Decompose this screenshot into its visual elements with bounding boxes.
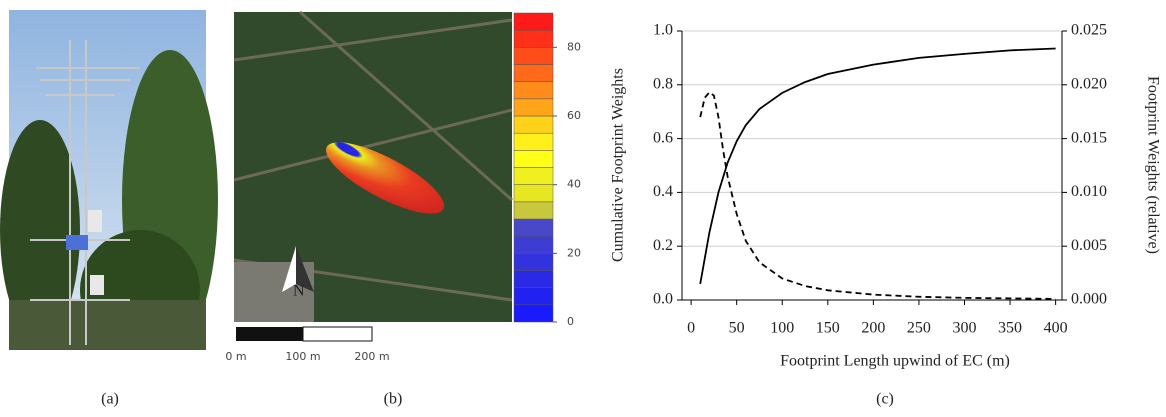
line bbox=[699, 47, 1056, 285]
colorbar-band bbox=[513, 47, 554, 65]
colorbar-band bbox=[513, 29, 554, 48]
y-tick-label: 0.4 bbox=[653, 183, 673, 200]
colorbar-band bbox=[513, 64, 554, 82]
colorbar-band bbox=[513, 132, 554, 151]
y2-tick-label: 0.005 bbox=[1071, 237, 1107, 254]
x-tick-label: 250 bbox=[907, 320, 931, 337]
dashed-line bbox=[699, 91, 1056, 300]
colorbar-tick-label: 80 bbox=[567, 40, 581, 53]
y-tick-label: 0.6 bbox=[653, 129, 673, 146]
colorbar-band bbox=[513, 304, 554, 323]
panel-label: (b) bbox=[384, 391, 403, 408]
compass-label: N bbox=[293, 283, 305, 300]
y2-tick-label: 0.020 bbox=[1071, 75, 1107, 92]
colorbar-tick-label: 0 bbox=[567, 315, 574, 328]
x-tick-label: 50 bbox=[729, 320, 745, 337]
panel-label: (c) bbox=[876, 391, 894, 408]
colorbar-band bbox=[513, 287, 554, 306]
x-tick-label: 300 bbox=[952, 320, 976, 337]
colorbar-band bbox=[513, 270, 554, 288]
y2-tick-label: 0.025 bbox=[1071, 22, 1107, 39]
colorbar-band bbox=[513, 167, 554, 185]
y-tick-label: 1.0 bbox=[653, 22, 673, 39]
colorbar-band bbox=[513, 98, 554, 117]
x-tick-label: 100 bbox=[770, 320, 794, 337]
y-tick-label: 0.8 bbox=[653, 75, 673, 92]
y2-axis-label: Footprint Weights (relative) bbox=[1144, 76, 1161, 254]
y-tick-label: 0.0 bbox=[653, 291, 673, 308]
y2-tick-label: 0.010 bbox=[1071, 183, 1107, 200]
colorbar-band bbox=[513, 218, 554, 237]
colorbar-band bbox=[513, 81, 554, 100]
x-tick-label: 350 bbox=[998, 320, 1022, 337]
colorbar-band bbox=[513, 184, 554, 203]
y-tick-label: 0.2 bbox=[653, 237, 673, 254]
panel-label: (a) bbox=[101, 391, 119, 408]
colorbar-band bbox=[513, 150, 554, 168]
x-axis-label: Footprint Length upwind of EC (m) bbox=[780, 353, 1010, 370]
colorbar-tick-label: 20 bbox=[567, 246, 581, 259]
colorbar-band bbox=[513, 253, 554, 271]
colorbar-tick-label: 40 bbox=[567, 178, 581, 191]
x-tick-label: 0 bbox=[687, 320, 695, 337]
x-tick-label: 200 bbox=[861, 320, 885, 337]
y2-tick-label: 0.015 bbox=[1071, 129, 1107, 146]
photo bbox=[0, 10, 218, 350]
y2-tick-label: 0.000 bbox=[1071, 291, 1107, 308]
map: N bbox=[233, 10, 513, 342]
colorbar-band bbox=[513, 12, 554, 31]
colorbar-band bbox=[513, 201, 554, 220]
y-axis-label: Cumulative Footprint Weights bbox=[610, 68, 627, 262]
scale-label: 100 m bbox=[285, 350, 320, 363]
colorbar-tick-label: 60 bbox=[567, 109, 581, 122]
x-tick-label: 400 bbox=[1044, 320, 1068, 337]
colorbar-band bbox=[513, 115, 554, 134]
scale-label: 200 m bbox=[354, 350, 389, 363]
scale-label: 0 m bbox=[225, 350, 246, 363]
x-tick-label: 150 bbox=[816, 320, 840, 337]
colorbar-band bbox=[513, 235, 554, 254]
